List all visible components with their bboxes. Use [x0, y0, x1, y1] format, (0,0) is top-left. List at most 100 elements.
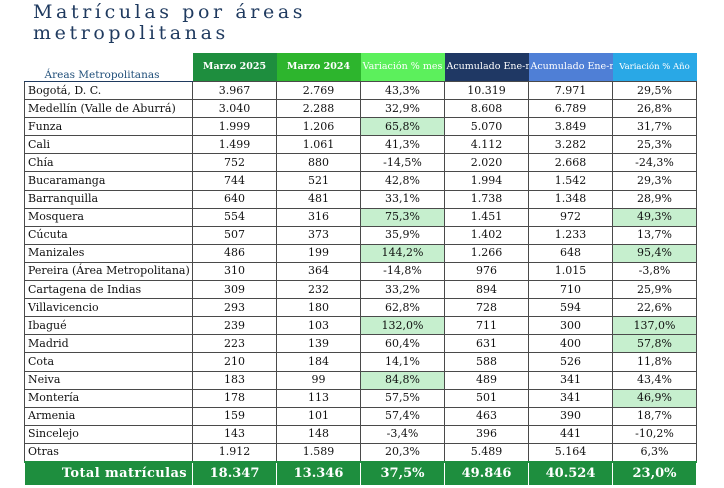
cell-area: Bogotá, D. C.: [24, 80, 193, 101]
cell-variacion-mes: 43,3%: [360, 80, 445, 101]
cell-acumulado-2024: 6.789: [528, 99, 613, 119]
cell-acumulado-2024: 648: [528, 243, 613, 263]
cell-marzo-2024: 2.288: [276, 99, 361, 119]
cell-acumulado-2025: 711: [444, 316, 529, 336]
cell-marzo-2024: 139: [276, 334, 361, 354]
cell-marzo-2025: 1.912: [192, 442, 277, 463]
cell-acumulado-2025: 489: [444, 370, 529, 390]
table-row: Otras 1.912 1.589 20,3% 5.489 5.164 6,3%: [24, 442, 697, 463]
cell-variacion-mes: 33,1%: [360, 189, 445, 209]
cell-marzo-2024: 316: [276, 207, 361, 227]
table-row: Madrid 223 139 60,4% 631 400 57,8%: [24, 334, 697, 354]
cell-variacion-anio: 26,8%: [612, 99, 697, 119]
cell-acumulado-2024: 5.164: [528, 442, 613, 463]
cell-variacion-anio: -24,3%: [612, 153, 697, 173]
cell-marzo-2025: 183: [192, 370, 277, 390]
total-variacion-anio: 23,0%: [612, 460, 697, 486]
table-row: Pereira (Área Metropolitana) 310 364 -14,8%…: [24, 261, 697, 282]
cell-area: Funza: [24, 117, 193, 137]
cell-marzo-2024: 199: [276, 243, 361, 263]
cell-acumulado-2025: 588: [444, 352, 529, 372]
table-row: Medellín (Valle de Aburrá) 3.040 2.288 32,9…: [24, 99, 697, 119]
cell-marzo-2025: 239: [192, 316, 277, 336]
cell-marzo-2024: 2.769: [276, 80, 361, 101]
cell-marzo-2025: 554: [192, 207, 277, 227]
table-row: Chía 752 880 -14,5% 2.020 2.668 -24,3%: [24, 153, 697, 173]
cell-acumulado-2024: 3.282: [528, 135, 613, 155]
cell-acumulado-2024: 710: [528, 280, 613, 300]
table-row: Mosquera 554 316 75,3% 1.451 972 49,3%: [24, 207, 697, 227]
cell-acumulado-2024: 341: [528, 388, 613, 408]
total-variacion-mes: 37,5%: [360, 460, 445, 486]
table-row: Sincelejo 143 148 -3,4% 396 441 -10,2%: [24, 424, 697, 444]
header-variacion-anio: Variación % Año: [612, 53, 697, 82]
cell-acumulado-2025: 728: [444, 298, 529, 318]
cell-marzo-2025: 744: [192, 171, 277, 191]
cell-variacion-mes: 33,2%: [360, 280, 445, 300]
cell-variacion-mes: 65,8%: [360, 117, 445, 137]
cell-area: Villavicencio: [24, 298, 193, 318]
cell-variacion-anio: 18,7%: [612, 406, 697, 426]
cell-variacion-mes: -14,8%: [360, 261, 445, 282]
cell-acumulado-2024: 526: [528, 352, 613, 372]
cell-variacion-anio: 29,3%: [612, 171, 697, 191]
cell-variacion-anio: 31,7%: [612, 117, 697, 137]
cell-variacion-mes: 42,8%: [360, 171, 445, 191]
cell-variacion-mes: 84,8%: [360, 370, 445, 390]
cell-marzo-2024: 481: [276, 189, 361, 209]
cell-acumulado-2024: 2.668: [528, 153, 613, 173]
cell-area: Barranquilla: [24, 189, 193, 209]
cell-variacion-mes: 57,5%: [360, 388, 445, 408]
cell-area: Sincelejo: [24, 424, 193, 444]
cell-marzo-2024: 180: [276, 298, 361, 318]
total-marzo-2025: 18.347: [192, 460, 277, 486]
cell-acumulado-2025: 463: [444, 406, 529, 426]
cell-acumulado-2024: 1.015: [528, 261, 613, 282]
table-header-row: Áreas Metropolitanas Marzo 2025 Marzo 20…: [24, 53, 697, 82]
header-acumulado-2025: Acumulado Ene-mar 2025: [444, 53, 529, 82]
cell-acumulado-2024: 300: [528, 316, 613, 336]
cell-area: Mosquera: [24, 207, 193, 227]
cell-marzo-2024: 1.061: [276, 135, 361, 155]
table-row: Manizales 486 199 144,2% 1.266 648 95,4%: [24, 243, 697, 263]
cell-variacion-anio: 49,3%: [612, 207, 697, 227]
cell-acumulado-2025: 8.608: [444, 99, 529, 119]
cell-area: Cota: [24, 352, 193, 372]
cell-variacion-mes: 20,3%: [360, 442, 445, 463]
cell-marzo-2025: 507: [192, 225, 277, 245]
table-row: Cali 1.499 1.061 41,3% 4.112 3.282 25,3%: [24, 135, 697, 155]
cell-acumulado-2025: 4.112: [444, 135, 529, 155]
header-marzo-2025: Marzo 2025: [192, 53, 277, 82]
table-row: Barranquilla 640 481 33,1% 1.738 1.348 28,9%: [24, 189, 697, 209]
cell-variacion-mes: 62,8%: [360, 298, 445, 318]
cell-variacion-anio: -3,8%: [612, 261, 697, 282]
cell-marzo-2024: 113: [276, 388, 361, 408]
table-row: Villavicencio 293 180 62,8% 728 594 22,6%: [24, 298, 697, 318]
cell-marzo-2024: 103: [276, 316, 361, 336]
table-row: Bucaramanga 744 521 42,8% 1.994 1.542 29,3%: [24, 171, 697, 191]
total-acumulado-2024: 40.524: [528, 460, 613, 486]
cell-acumulado-2025: 396: [444, 424, 529, 444]
header-acumulado-2024: Acumulado Ene-mar 2024: [528, 53, 613, 82]
cell-variacion-anio: 25,9%: [612, 280, 697, 300]
cell-marzo-2025: 3.967: [192, 80, 277, 101]
cell-area: Neiva: [24, 370, 193, 390]
cell-variacion-mes: 60,4%: [360, 334, 445, 354]
cell-acumulado-2024: 1.233: [528, 225, 613, 245]
cell-variacion-anio: 57,8%: [612, 334, 697, 354]
cell-marzo-2025: 310: [192, 261, 277, 282]
cell-variacion-mes: 41,3%: [360, 135, 445, 155]
cell-area: Otras: [24, 442, 193, 463]
cell-acumulado-2024: 1.348: [528, 189, 613, 209]
cell-acumulado-2024: 341: [528, 370, 613, 390]
cell-marzo-2025: 143: [192, 424, 277, 444]
cell-acumulado-2024: 1.542: [528, 171, 613, 191]
cell-acumulado-2025: 1.451: [444, 207, 529, 227]
cell-acumulado-2025: 10.319: [444, 80, 529, 101]
cell-marzo-2025: 3.040: [192, 99, 277, 119]
cell-marzo-2024: 1.589: [276, 442, 361, 463]
cell-area: Medellín (Valle de Aburrá): [24, 99, 193, 119]
cell-marzo-2024: 521: [276, 171, 361, 191]
cell-marzo-2025: 752: [192, 153, 277, 173]
cell-acumulado-2025: 976: [444, 261, 529, 282]
